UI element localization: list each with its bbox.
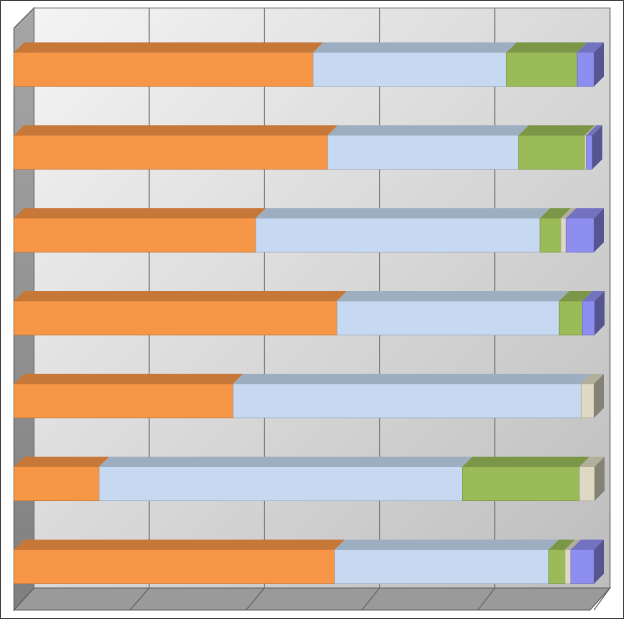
- floor-grid-line: [593, 587, 611, 611]
- bar-top: [579, 456, 605, 467]
- bar-segment: [518, 134, 586, 170]
- bar-segment: [570, 549, 595, 584]
- bar-segment: [560, 217, 567, 253]
- floor: [12, 587, 612, 611]
- bar-segment: [579, 466, 595, 502]
- bar-side: [594, 291, 605, 335]
- bar-segment: [576, 52, 595, 87]
- bar-segment: [13, 300, 338, 336]
- bar-top: [462, 456, 590, 467]
- bar-top: [565, 539, 581, 550]
- bar-segment: [336, 300, 560, 336]
- bar-top: [334, 539, 559, 550]
- bar-segment: [327, 134, 519, 170]
- bar-top: [584, 125, 597, 136]
- bar-segment: [586, 134, 593, 170]
- bar-top: [14, 539, 345, 550]
- bar-segment: [565, 217, 595, 253]
- bar-segment: [13, 134, 329, 170]
- bar-segment: [548, 549, 566, 584]
- bar-segment: [312, 52, 507, 87]
- bar-top: [337, 291, 570, 301]
- bar-top: [14, 456, 110, 467]
- bar-top: [313, 42, 517, 53]
- bar-top: [506, 42, 588, 53]
- floor-grid-line: [477, 587, 496, 611]
- bar-side: [594, 373, 604, 418]
- bar-segment: [506, 52, 578, 87]
- bar-segment: [558, 300, 583, 336]
- bar-top: [255, 208, 551, 219]
- bar-segment: [13, 52, 314, 87]
- bar-top: [14, 291, 348, 301]
- bar-side: [594, 208, 604, 253]
- bar-segment: [582, 300, 595, 336]
- bar-segment: [564, 549, 572, 584]
- floor-grid-line: [361, 587, 380, 611]
- bar-top: [559, 291, 593, 301]
- bar-side: [592, 125, 603, 170]
- bar-top: [327, 125, 529, 136]
- bar-segment: [13, 217, 257, 253]
- bar-top: [566, 208, 604, 219]
- bar-segment: [539, 217, 562, 253]
- bar-segment: [462, 466, 580, 502]
- bar-side: [594, 42, 604, 87]
- bar-top: [99, 456, 473, 467]
- bar-top: [581, 373, 604, 384]
- bar-segment: [334, 549, 550, 584]
- bar-segment: [98, 466, 463, 502]
- bar-top: [14, 42, 324, 53]
- bar-side: [594, 539, 604, 584]
- bar-top: [14, 208, 266, 219]
- floor-grid-line: [245, 587, 265, 611]
- bar-top: [14, 373, 244, 384]
- bar-top: [548, 539, 575, 550]
- bar-segment: [13, 466, 100, 502]
- bar-top: [540, 208, 571, 219]
- bar-top: [577, 42, 604, 53]
- bar-top: [570, 539, 604, 550]
- bar-top: [233, 373, 592, 384]
- bar-top: [560, 208, 577, 219]
- bar-top: [518, 125, 595, 136]
- bar-top: [582, 291, 605, 301]
- bar-segment: [232, 383, 582, 419]
- bar-top: [14, 125, 338, 136]
- bar-segment: [13, 383, 234, 419]
- bar-segment: [255, 217, 541, 253]
- floor-grid-line: [13, 587, 35, 611]
- bar-top: [586, 125, 603, 136]
- bar-segment: [580, 383, 595, 419]
- bar-side: [594, 456, 605, 501]
- bar-segment: [13, 549, 336, 584]
- floor-grid-line: [129, 587, 150, 611]
